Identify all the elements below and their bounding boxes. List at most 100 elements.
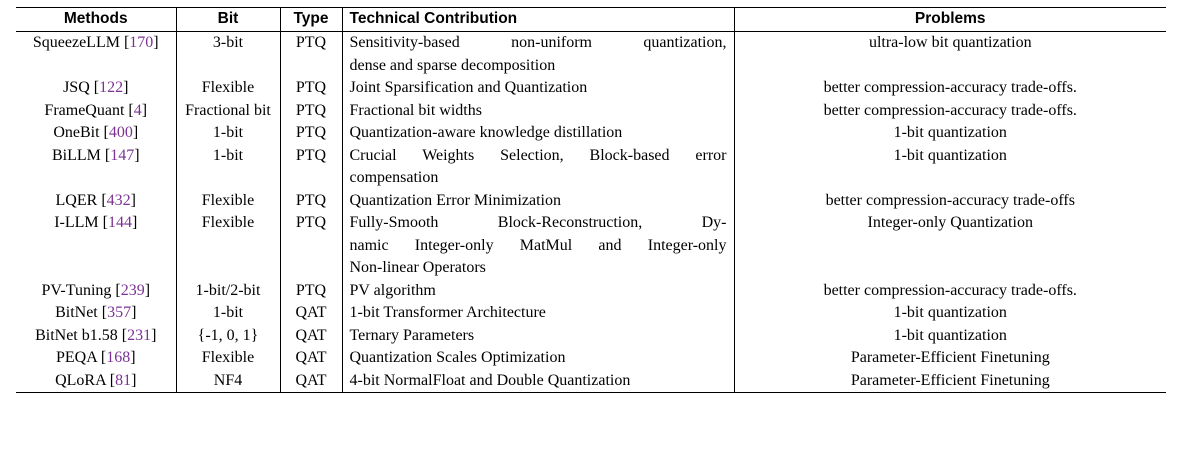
technical-contribution-line: Quantization-aware knowledge distillatio…	[349, 124, 623, 141]
table-row: SqueezeLLM [170] 3-bit PTQ Sensitivity-base…	[16, 31, 1166, 77]
bit-cell: Flexible	[175, 189, 280, 212]
method-cell: LQER [432]	[55, 191, 136, 209]
technical-contribution-line: Ternary Parameters	[349, 326, 475, 344]
table-row: PEQA [168] Flexible QAT Quantization Scales…	[16, 347, 1166, 370]
bit-cell: NF4	[175, 369, 280, 393]
table-row: BiLLM [147] 1-bit PTQ Crucial Weights Selec…	[16, 144, 1166, 190]
table-row: QLoRA [81] NF4 QAT 4-bit NormalFloat and Do…	[16, 369, 1166, 393]
method-cell: I-LLM [144]	[54, 214, 138, 231]
technical-contribution-line: Sensitivity-based non-uniform quantizati…	[349, 34, 727, 51]
problems-cell: 1-bit quantization	[733, 122, 1166, 145]
quantization-methods-table: Methods Bit Type Technical Contribution …	[16, 7, 1166, 393]
problems-cell: 1-bit quantization	[733, 302, 1166, 325]
method-cell: BiLLM [147]	[51, 146, 140, 164]
technical-contribution-cell: Quantization-aware knowledge distillatio…	[341, 122, 734, 145]
header-technical-contribution: Technical Contribution	[341, 7, 734, 32]
table-body: SqueezeLLM [170] 3-bit PTQ Sensitivity-base…	[16, 31, 1166, 393]
table-row: OneBit [400] 1-bit PTQ Quantization-aware k…	[16, 122, 1166, 145]
table-row: BitNet [357] 1-bit QAT 1-bit Transformer Ar…	[16, 302, 1166, 325]
citation-link[interactable]: 357	[107, 304, 132, 321]
technical-contribution-cell: Crucial Weights Selection, Block-based e…	[341, 144, 734, 190]
problems-cell: 1-bit quantization	[733, 144, 1166, 190]
problems-cell: Parameter-Efficient Finetuning	[733, 347, 1166, 370]
technical-contribution-line: namic Integer-only MatMul and Integer-on…	[349, 236, 727, 254]
type-cell: QAT	[279, 324, 342, 347]
technical-contribution-line: Crucial Weights Selection, Block-based e…	[349, 146, 727, 164]
type-cell: PTQ	[279, 99, 342, 122]
method-cell: FrameQuant [4]	[44, 101, 148, 119]
method-name: SqueezeLLM	[32, 34, 120, 51]
technical-contribution-line: Quantization Scales Optimization	[349, 349, 566, 366]
table-row: JSQ [122] Flexible PTQ Joint Sparsification…	[16, 77, 1166, 100]
citation-link[interactable]: 400	[108, 124, 133, 141]
type-cell: PTQ	[279, 31, 342, 77]
method-name: PEQA	[55, 349, 97, 366]
header-type: Type	[279, 7, 342, 32]
citation-link[interactable]: 231	[127, 326, 152, 344]
technical-contribution-cell: 4-bit NormalFloat and Double Quantizatio…	[341, 369, 734, 393]
technical-contribution-cell: Quantization Error Minimization	[341, 189, 734, 212]
bit-cell: Flexible	[175, 347, 280, 370]
method-cell: PEQA [168]	[55, 349, 136, 366]
type-cell: QAT	[279, 302, 342, 325]
method-cell: OneBit [400]	[53, 124, 139, 141]
type-cell: PTQ	[279, 144, 342, 190]
table-row: LQER [432] Flexible PTQ Quantization Error …	[16, 189, 1166, 212]
technical-contribution-line: Joint Sparsification and Quantization	[349, 79, 588, 96]
method-name: BitNet b1.58	[35, 326, 118, 344]
problems-cell: Integer-only Quantization	[733, 212, 1166, 280]
citation-link[interactable]: 4	[133, 101, 142, 119]
type-cell: PTQ	[279, 77, 342, 100]
problems-cell: 1-bit quantization	[733, 324, 1166, 347]
citation-link[interactable]: 144	[107, 214, 132, 231]
bit-cell: 1-bit	[175, 144, 280, 190]
technical-contribution-line: dense and sparse decomposition	[349, 56, 556, 74]
type-cell: QAT	[279, 347, 342, 370]
citation-link[interactable]: 122	[99, 79, 124, 96]
citation-link[interactable]: 239	[120, 281, 145, 299]
problems-cell: ultra-low bit quantization	[733, 31, 1166, 77]
citation-link[interactable]: 147	[110, 146, 135, 164]
technical-contribution-cell: Sensitivity-based non-uniform quantizati…	[341, 31, 734, 77]
type-cell: PTQ	[279, 189, 342, 212]
technical-contribution-cell: Fractional bit widths	[341, 99, 734, 122]
technical-contribution-line: Fractional bit widths	[349, 101, 482, 119]
bit-cell: 1-bit	[175, 302, 280, 325]
citation-link[interactable]: 170	[129, 34, 154, 51]
type-cell: PTQ	[279, 122, 342, 145]
method-name: OneBit	[53, 124, 100, 141]
type-cell: PTQ	[279, 279, 342, 302]
problems-cell: Parameter-Efficient Finetuning	[733, 369, 1166, 393]
type-cell: QAT	[279, 369, 342, 393]
technical-contribution-line: PV algorithm	[349, 281, 436, 299]
method-cell: PV-Tuning [239]	[41, 281, 151, 299]
bit-cell: 1-bit	[175, 122, 280, 145]
technical-contribution-line: Fully-Smooth Block-Reconstruction, Dy-	[349, 214, 727, 231]
technical-contribution-cell: 1-bit Transformer Architecture	[341, 302, 734, 325]
method-cell: QLoRA [81]	[55, 371, 137, 389]
header-bit: Bit	[175, 7, 280, 32]
method-cell: SqueezeLLM [170]	[32, 34, 159, 51]
bit-cell: Flexible	[175, 212, 280, 280]
method-name: FrameQuant	[44, 101, 125, 119]
table-row: FrameQuant [4] Fractional bit PTQ Fractiona…	[16, 99, 1166, 122]
citation-link[interactable]: 81	[115, 371, 132, 389]
method-name: BiLLM	[51, 146, 101, 164]
header-methods: Methods	[63, 10, 128, 27]
technical-contribution-cell: Quantization Scales Optimization	[341, 347, 734, 370]
citation-link[interactable]: 432	[106, 191, 131, 209]
bit-cell: {-1, 0, 1}	[175, 324, 280, 347]
table-header: Methods Bit Type Technical Contribution …	[16, 7, 1166, 32]
table-row: PV-Tuning [239] 1-bit/2-bit PTQ PV algorith…	[16, 279, 1166, 302]
problems-cell: better compression-accuracy trade-offs	[733, 189, 1166, 212]
method-name: QLoRA	[55, 371, 106, 389]
citation-link[interactable]: 168	[106, 349, 131, 366]
technical-contribution-cell: Ternary Parameters	[341, 324, 734, 347]
technical-contribution-cell: PV algorithm	[341, 279, 734, 302]
header-problems: Problems	[733, 7, 1166, 32]
header-row: Methods Bit Type Technical Contribution …	[16, 7, 1166, 32]
bit-cell: Fractional bit	[175, 99, 280, 122]
technical-contribution-line: Non-linear Operators	[349, 259, 486, 276]
table-row: BitNet b1.58 [231] {-1, 0, 1} QAT Ternary P…	[16, 324, 1166, 347]
method-cell: BitNet b1.58 [231]	[35, 326, 157, 344]
